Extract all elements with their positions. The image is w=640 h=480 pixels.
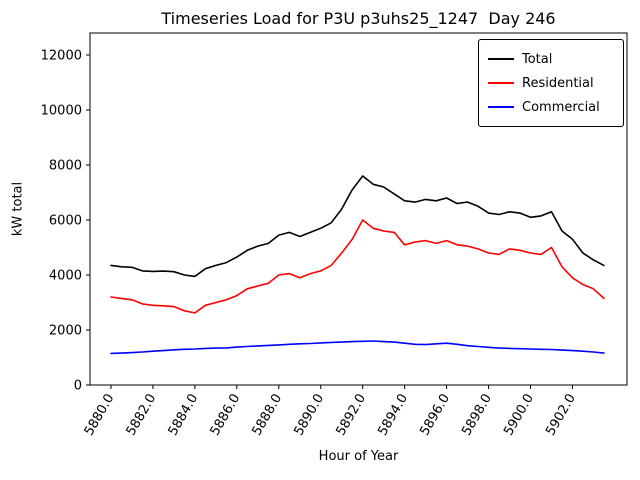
legend-swatch-residential — [488, 82, 514, 84]
y-tick-label: 10000 — [41, 104, 82, 119]
x-tick-label: 5902.0 — [543, 392, 579, 439]
x-tick-label: 5900.0 — [501, 392, 537, 439]
series-line-total — [110, 175, 605, 278]
x-tick-label: 5898.0 — [459, 392, 495, 439]
x-tick-label: 5894.0 — [375, 392, 411, 439]
legend-item-residential: Residential — [488, 71, 614, 95]
x-tick-label: 5892.0 — [333, 392, 369, 439]
series-line-residential — [110, 219, 605, 314]
y-tick-label: 12000 — [41, 49, 82, 64]
x-tick-label: 5886.0 — [208, 392, 244, 439]
x-tick-label: 5880.0 — [82, 392, 118, 439]
chart-title: Timeseries Load for P3U p3uhs25_1247 Day… — [161, 9, 556, 28]
axes-frame — [89, 32, 628, 386]
x-tick-label: 5884.0 — [166, 392, 202, 439]
legend-label-commercial: Commercial — [522, 99, 600, 115]
x-tick-label: 5882.0 — [124, 392, 160, 439]
y-tick-label: 8000 — [49, 159, 82, 174]
legend: Total Residential Commercial — [478, 39, 624, 127]
x-tick-label: 5896.0 — [417, 392, 453, 439]
legend-item-total: Total — [488, 47, 614, 71]
x-axis-label: Hour of Year — [318, 449, 399, 464]
y-tick-label: 4000 — [49, 269, 82, 284]
legend-label-total: Total — [522, 51, 553, 67]
y-tick-label: 0 — [74, 379, 82, 394]
y-tick-label: 2000 — [49, 324, 82, 339]
series-line-commercial — [110, 340, 605, 355]
legend-item-commercial: Commercial — [488, 95, 614, 119]
x-tick-label: 5890.0 — [291, 392, 327, 439]
y-axis-label: kW total — [10, 181, 26, 237]
legend-swatch-commercial — [488, 106, 514, 108]
legend-swatch-total — [488, 58, 514, 60]
x-tick-label: 5888.0 — [250, 392, 286, 439]
legend-label-residential: Residential — [522, 75, 594, 91]
y-tick-label: 6000 — [49, 214, 82, 229]
